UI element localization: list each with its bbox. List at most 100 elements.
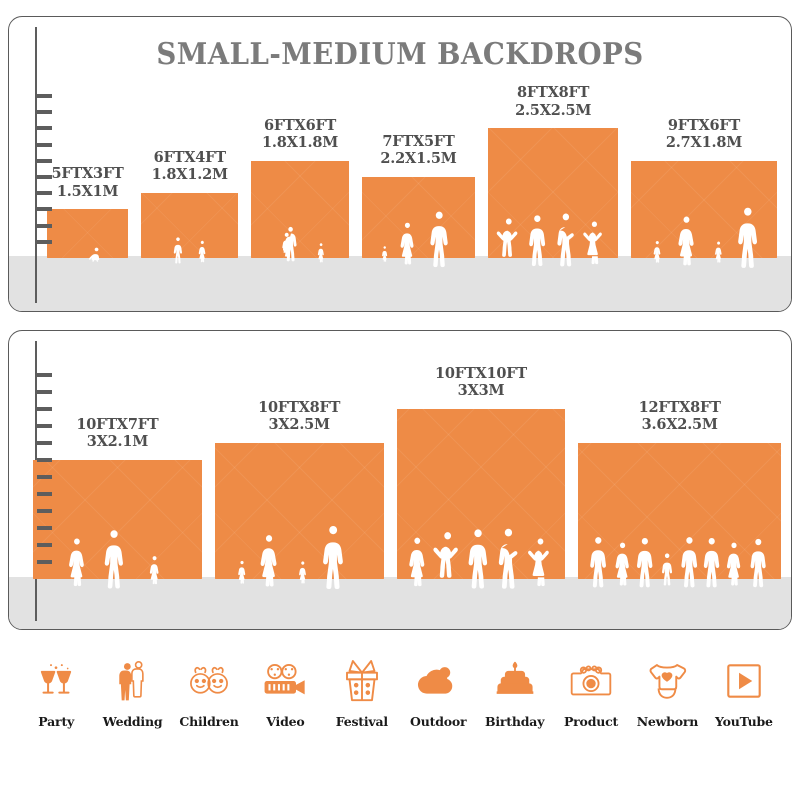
plot-area-2: 10FTX7FT 3X2.1M 10FTX8FT 3X2.5M 10FTX10FT 3… (9, 331, 791, 629)
chart-panel-small-medium: SMALL-MEDIUM BACKDROPS 5FTX3FT 1.5X1M 6FT… (8, 16, 792, 312)
bar-size-label: 5FTX3FT 1.5X1M (21, 165, 154, 199)
y-axis-tick-mark (37, 207, 52, 212)
backdrop-size-bar (488, 128, 619, 267)
bar-size-metric: 3X2.5M (268, 416, 330, 434)
y-axis-line-1 (35, 27, 37, 303)
people-silhouettes (251, 161, 348, 263)
backdrop-size-bar (141, 193, 239, 264)
plot-area-1: 5FTX3FT 1.5X1M 6FTX4FT 1.8X1.2M 6FTX6FT 1.8… (9, 17, 791, 311)
y-axis-tick-mark (37, 390, 52, 394)
backdrop-size-bar (251, 160, 349, 263)
y-axis-tick-mark (37, 560, 52, 564)
y-axis-tick-mark (37, 509, 52, 513)
use-case-item-festival[interactable]: Festival (324, 655, 400, 729)
people-silhouettes (488, 128, 618, 267)
bar-size-metric: 2.5X2.5M (515, 101, 592, 119)
bar-size-imperial: 8FTX8FT (517, 84, 590, 102)
y-axis-tick-mark (37, 407, 52, 411)
use-case-label: Festival (335, 714, 388, 729)
backdrop-size-bar (396, 409, 566, 589)
people-silhouettes (141, 193, 238, 264)
floor-band-2 (9, 577, 791, 629)
y-axis-tick-mark (37, 239, 52, 244)
y-axis-tick-mark (37, 373, 52, 377)
use-case-item-product[interactable]: Product (553, 655, 629, 729)
bar-size-imperial: 12FTX8FT (638, 399, 721, 416)
bar-size-imperial: 6FTX6FT (263, 116, 337, 134)
bar-size-metric: 1.8X1.2M (151, 166, 228, 184)
bar-size-label: 12FTX8FT 3.6X2.5M (552, 399, 791, 434)
video-camera-icon (263, 655, 307, 707)
use-case-label: Party (38, 714, 75, 729)
bar-size-label: 6FTX4FT 1.8X1.2M (115, 149, 264, 183)
play-button-icon (725, 655, 763, 707)
backdrop-size-bar (33, 460, 202, 589)
cloud-sun-icon (416, 655, 460, 707)
y-axis-tick-mark (37, 424, 52, 428)
use-case-item-children[interactable]: Children (171, 655, 247, 729)
use-case-item-party[interactable]: Party (18, 655, 94, 729)
y-axis-tick-mark (37, 223, 52, 228)
page-title: SMALL-MEDIUM BACKDROPS (156, 37, 644, 72)
bar-size-label: 10FTX7FT 3X2.1M (9, 416, 228, 451)
y-axis-tick-mark (37, 175, 52, 179)
floor-band-1 (9, 256, 791, 311)
use-case-label: YouTube (714, 714, 773, 729)
backdrop-size-bar (578, 443, 781, 588)
use-case-label: Birthday (485, 714, 545, 729)
y-axis-tick-mark (37, 142, 52, 147)
bar-size-metric: 3.6X2.5M (641, 416, 718, 434)
camera-icon (570, 655, 612, 707)
bar-size-metric: 1.8X1.8M (261, 133, 339, 151)
use-case-item-newborn[interactable]: Newborn (629, 655, 705, 729)
use-case-item-wedding[interactable]: Wedding (94, 655, 170, 729)
people-silhouettes (362, 177, 476, 268)
bar-size-label: 10FTX8FT 3X2.5M (189, 399, 410, 433)
bar-size-imperial: 10FTX7FT (76, 416, 159, 433)
use-case-item-youtube[interactable]: YouTube (706, 655, 782, 729)
y-axis-tick-mark (37, 94, 52, 98)
people-silhouettes (397, 409, 566, 589)
baby-onesie-icon (646, 655, 688, 707)
champagne-glasses-icon (36, 655, 76, 707)
use-case-label: Outdoor (410, 714, 467, 729)
people-silhouettes (578, 443, 781, 588)
bar-size-label: 10FTX10FT 3X3M (371, 365, 592, 399)
bar-size-label: 9FTX6FT 2.7X1.8M (605, 117, 791, 151)
chart-panel-large: 10FTX7FT 3X2.1M 10FTX8FT 3X2.5M 10FTX10FT 3… (8, 330, 792, 630)
use-case-label: Video (266, 714, 305, 729)
bar-size-imperial: 10FTX8FT (258, 399, 341, 416)
backdrop-size-bar (214, 443, 384, 590)
bar-size-imperial: 10FTX10FT (435, 365, 527, 382)
children-faces-icon (187, 655, 231, 707)
people-silhouettes (33, 460, 202, 589)
wedding-couple-icon (113, 655, 153, 707)
birthday-cake-icon (495, 655, 535, 707)
y-axis-tick-mark (37, 458, 52, 462)
bar-size-metric: 1.5X1M (56, 182, 119, 200)
y-axis-tick-mark (37, 191, 52, 196)
bar-size-metric: 2.7X1.8M (665, 133, 743, 151)
backdrop-size-bar (631, 160, 777, 268)
use-case-label: Wedding (102, 714, 163, 729)
people-silhouettes (631, 161, 777, 268)
bar-size-metric: 2.2X1.5M (380, 150, 457, 168)
use-case-item-video[interactable]: Video (247, 655, 323, 729)
y-axis-tick-mark (37, 475, 52, 479)
bar-size-metric: 3X2.1M (86, 433, 149, 451)
use-case-label: Children (179, 714, 239, 729)
y-axis-tick-mark (37, 492, 52, 496)
use-case-item-birthday[interactable]: Birthday (476, 655, 552, 729)
bar-size-label: 8FTX8FT 2.5X2.5M (462, 84, 644, 118)
y-axis-tick-mark (37, 126, 52, 131)
use-case-label: Newborn (636, 714, 699, 729)
y-axis-tick-mark (37, 441, 52, 445)
y-axis-tick-mark (37, 526, 52, 530)
use-case-item-outdoor[interactable]: Outdoor (400, 655, 476, 729)
people-silhouettes (47, 209, 128, 263)
gift-box-icon (342, 655, 382, 707)
people-silhouettes (215, 443, 384, 590)
bar-size-imperial: 6FTX4FT (153, 149, 226, 167)
use-case-icon-strip: Party Wedding Children (0, 655, 800, 765)
